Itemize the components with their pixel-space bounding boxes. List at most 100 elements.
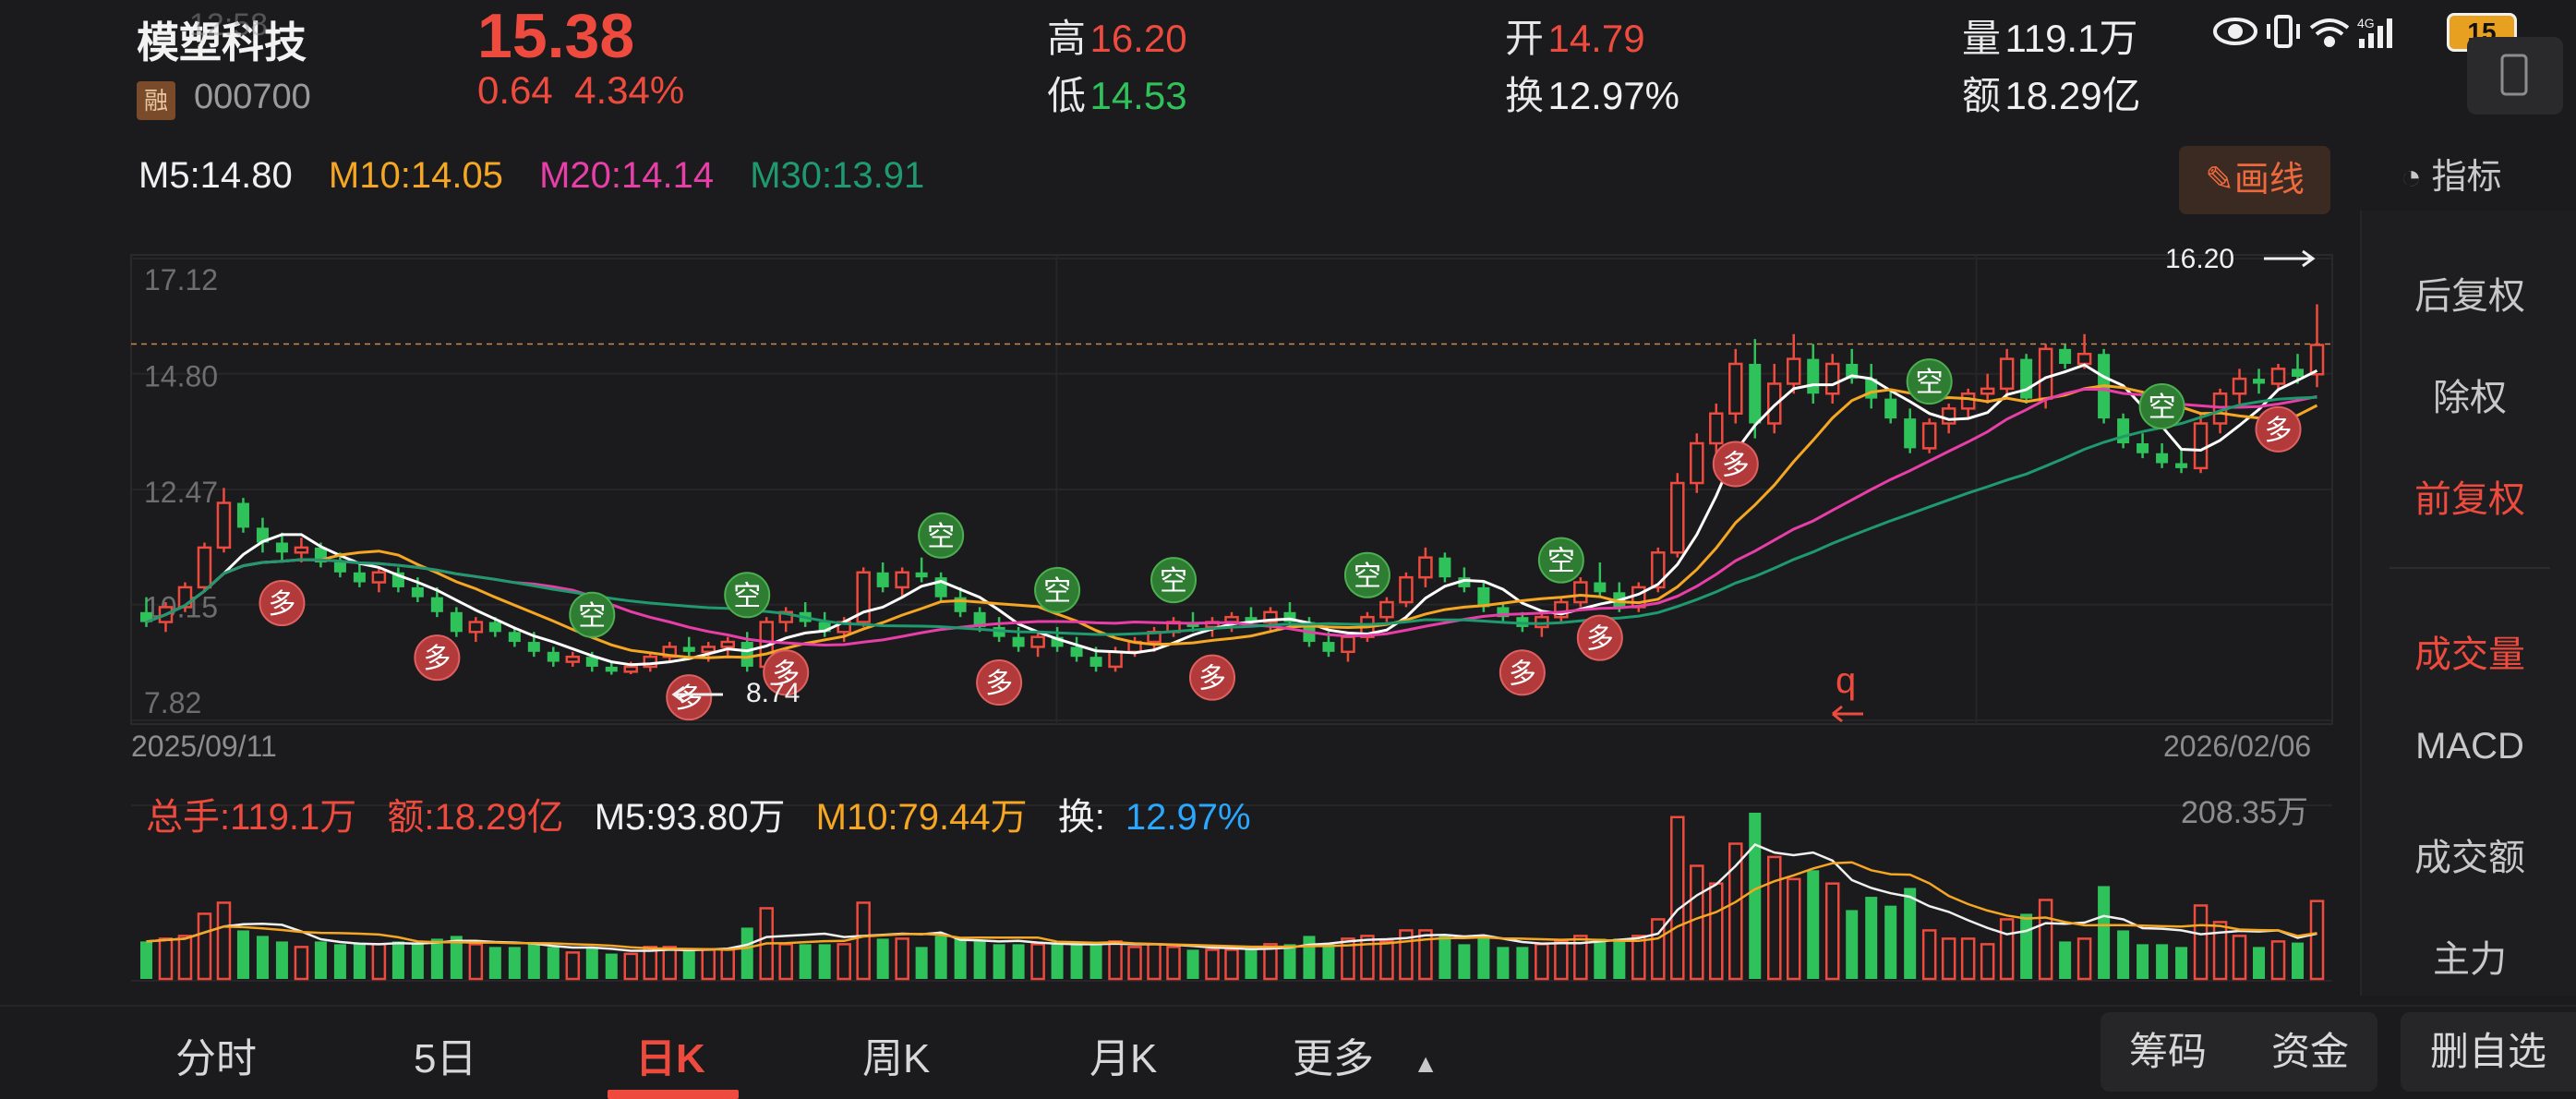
- tab-monthly-k[interactable]: 月K: [1089, 1036, 1158, 1081]
- candle-body: [1573, 581, 1588, 604]
- volume-ma5-line: [146, 843, 2317, 952]
- chips-button[interactable]: 筹码: [2128, 1030, 2207, 1073]
- volume-bar: [391, 941, 404, 979]
- candle: [1999, 348, 2015, 399]
- volume-bar: [216, 901, 232, 981]
- volume-bar: [1554, 940, 1569, 981]
- signal-label: 空: [927, 521, 955, 553]
- volume-bar: [2076, 937, 2092, 981]
- draw-line-label: 画线: [2233, 161, 2305, 199]
- divider: [2389, 567, 2550, 569]
- candle-body: [876, 572, 889, 587]
- candle: [1766, 363, 1782, 434]
- volume-bar: [1670, 815, 1685, 981]
- candle: [391, 567, 404, 593]
- indicator-button[interactable]: ◔ 指标: [2401, 148, 2502, 199]
- candle-body: [1418, 556, 1433, 579]
- candle-body: [1030, 635, 1045, 648]
- candle-body: [662, 646, 678, 658]
- candle: [1690, 433, 1704, 493]
- candle-body: [565, 655, 581, 663]
- candle-body: [468, 621, 484, 634]
- funds-button[interactable]: 资金: [2271, 1030, 2350, 1073]
- tab-more[interactable]: 更多 ▲: [1293, 1025, 1438, 1084]
- ma30-line: [145, 395, 2317, 636]
- remove-watchlist-button[interactable]: 删自选: [2401, 1012, 2576, 1092]
- volume-turnover: 换: 12.97%: [1058, 797, 1271, 838]
- volume-bar: [1438, 936, 1451, 979]
- candle-body: [623, 665, 639, 673]
- volume-bar: [701, 948, 716, 981]
- sell-signal-icon: [569, 591, 616, 638]
- volume-bar: [2137, 944, 2149, 979]
- candle-body: [701, 646, 716, 654]
- stock-name[interactable]: 模塑科技: [137, 18, 307, 66]
- price-tick-label: 7.82: [144, 686, 201, 719]
- candle: [1980, 373, 1995, 404]
- q-arrow-icon: [1832, 705, 1863, 723]
- candle: [1573, 577, 1588, 608]
- volume-bar: [1147, 943, 1162, 981]
- volume-bar: [333, 944, 346, 979]
- tab-5day[interactable]: 5日: [414, 1036, 477, 1081]
- side-item-ex-rights[interactable]: 除权: [2433, 378, 2507, 418]
- candle-body: [1283, 611, 1296, 622]
- candle-body: [333, 562, 346, 573]
- volume-bar: [876, 938, 889, 979]
- candle-body: [1960, 392, 1976, 410]
- side-item-volume[interactable]: 成交量: [2414, 634, 2525, 675]
- signal-label: 多: [1586, 623, 1614, 656]
- candle-body: [585, 657, 598, 667]
- volume-bar: [1824, 882, 1840, 981]
- candle: [605, 661, 618, 675]
- side-item-pre-adjust[interactable]: 前复权: [2414, 479, 2525, 520]
- turnover-value: 12.97%: [1547, 74, 1679, 117]
- margin-badge: 融: [137, 81, 175, 120]
- candle: [1709, 403, 1724, 453]
- volume-bar: [1303, 936, 1316, 979]
- candle: [2253, 368, 2266, 394]
- volume-bar: [1477, 936, 1490, 979]
- side-item-post-adjust[interactable]: 后复权: [2414, 276, 2525, 317]
- candle-body: [1670, 481, 1685, 554]
- candle-body: [2038, 347, 2053, 400]
- volume-turnover-value: 12.97%: [1125, 797, 1251, 838]
- volume-bar: [1322, 944, 1335, 979]
- buy-signal-marker: 多: [414, 634, 461, 682]
- tab-weekly-k[interactable]: 周K: [862, 1036, 931, 1081]
- volume-bar: [275, 941, 288, 979]
- draw-line-button[interactable]: ✎画线: [2179, 146, 2330, 214]
- ma30-value: M30:13.91: [750, 155, 925, 196]
- candle: [1497, 602, 1510, 622]
- volume-bar: [837, 943, 851, 981]
- buy-signal-marker: 多: [1712, 441, 1759, 488]
- eye-icon: [2213, 18, 2257, 45]
- signal-markers: 空空空空空空空空空多多多多多多多多多多: [259, 358, 2302, 721]
- side-item-main-force[interactable]: 主力: [2433, 939, 2507, 980]
- candle-body: [778, 610, 793, 623]
- candle-body: [682, 646, 695, 652]
- candle-body: [1245, 617, 1258, 622]
- candle: [1379, 597, 1394, 622]
- side-item-macd[interactable]: MACD: [2415, 726, 2524, 767]
- side-panel: 后复权 除权 前复权 成交量 MACD 成交额 主力: [2360, 211, 2576, 996]
- buy-signal-icon: [666, 674, 713, 721]
- volume-turnover-label: 换:: [1057, 797, 1105, 838]
- side-item-amount[interactable]: 成交额: [2414, 838, 2525, 878]
- min-price-label: 8.74: [746, 678, 800, 708]
- landscape-toggle-button[interactable]: [2467, 37, 2563, 115]
- sell-signal-marker: 空: [1537, 537, 1584, 584]
- volume-bar: [1166, 946, 1181, 981]
- volume-bar: [1980, 943, 1995, 981]
- volume-bar: [818, 944, 831, 979]
- candle: [1884, 388, 1897, 424]
- signal-label: 多: [1509, 658, 1536, 690]
- tab-daily-k[interactable]: 日K: [635, 1036, 705, 1081]
- volume-bar: [1749, 813, 1762, 979]
- candle-body: [1477, 586, 1490, 608]
- candle: [1728, 348, 1743, 424]
- tab-intraday[interactable]: 分时: [175, 1036, 257, 1081]
- candle-body: [1070, 646, 1083, 658]
- price-change: 0.64 4.34%: [477, 68, 684, 113]
